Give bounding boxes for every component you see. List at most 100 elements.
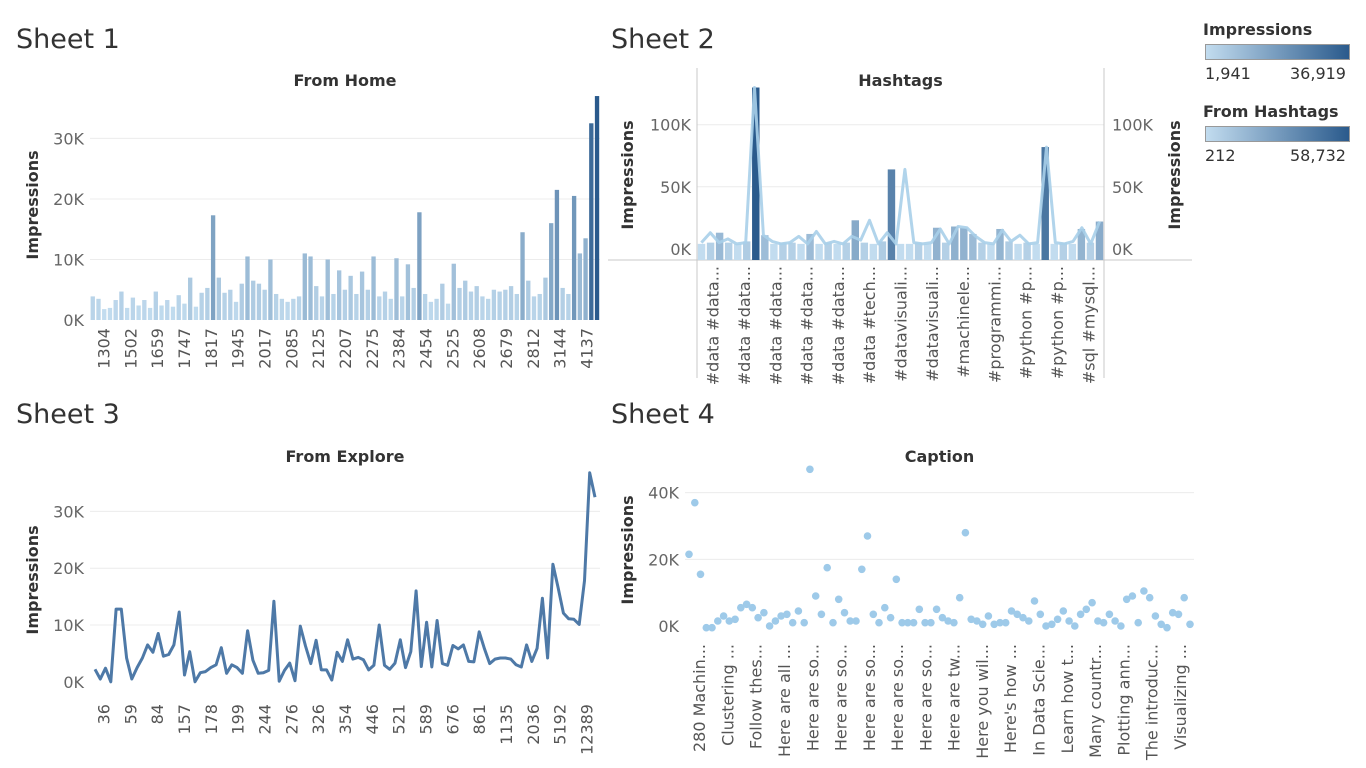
legend-hashtags-max: 58,732 [1290, 146, 1346, 165]
chart-1-bar [228, 289, 233, 320]
chart-1-bar [354, 293, 359, 320]
chart-1-bar [102, 309, 107, 320]
chart-1-bar [394, 258, 399, 320]
chart-1-xtick-label: 1304 [94, 328, 113, 369]
chart-2-bar [752, 87, 760, 260]
chart-1-bar [457, 287, 462, 320]
chart-2-xtick-label: #datavisuali... [923, 266, 942, 382]
chart-4-xtick-label: Plotting ann... [1114, 644, 1133, 756]
chart-1-bar [417, 212, 422, 320]
chart-3-xtick-label: 59 [121, 704, 140, 724]
chart-4-xtick-label: In Data Scie... [1029, 644, 1048, 756]
chart-4-point [800, 618, 808, 627]
chart-1-ytick-label: 30K [53, 129, 84, 148]
chart-1-bar [147, 307, 153, 320]
chart-3-xtick-label: 5192 [551, 704, 570, 745]
chart-1-xtick-label: 2125 [309, 328, 328, 369]
chart-2-bar [914, 242, 923, 260]
chart-1-title: From Home [294, 71, 397, 90]
chart-2-bar [860, 242, 869, 260]
chart-2-bar [987, 243, 995, 260]
chart-1-bar [571, 195, 577, 320]
chart-2-ytick-right-label: 100K [1112, 116, 1154, 135]
chart-3-xtick-label: 2036 [524, 704, 543, 745]
chart-2-bar [1059, 242, 1068, 260]
chart-1-bar [210, 215, 216, 320]
chart-3-ylabel: Impressions [23, 525, 42, 634]
chart-2-bar [869, 243, 878, 260]
chart-1-bar [365, 289, 370, 320]
chart-1-bar [337, 270, 342, 320]
chart-4-point [1128, 592, 1137, 600]
chart-2-bar [951, 226, 959, 260]
chart-1-xtick-label: 2384 [390, 328, 409, 369]
chart-1-bar [485, 298, 491, 320]
chart-1-bar [560, 287, 565, 320]
chart-4-point [1105, 610, 1114, 619]
chart-3-xtick-label: 326 [309, 704, 328, 735]
chart-4-point [863, 532, 872, 540]
chart-4-point [1111, 617, 1119, 625]
chart-4-point [950, 618, 958, 627]
chart-1-bar [583, 238, 588, 320]
chart-2-bar [770, 243, 778, 260]
chart-2-ytick-right-label: 50K [1112, 178, 1143, 197]
chart-4-point [1157, 620, 1165, 629]
chart-1-bar [549, 223, 554, 320]
chart-1-bar [463, 280, 468, 320]
chart-2-bar [1086, 242, 1095, 260]
chart-1-bar [537, 293, 542, 320]
chart-1-ytick-label: 0K [63, 311, 84, 330]
chart-1-bar [216, 277, 221, 320]
chart-4-xtick-label: Here are so... [888, 644, 907, 751]
chart-2-xtick-label: #python #p... [1048, 266, 1067, 379]
chart-2-bar [851, 220, 859, 260]
chart-4-point [777, 612, 785, 620]
chart-2-bar [996, 228, 1004, 260]
chart-1-xtick-label: 1945 [229, 328, 248, 369]
legend-impressions-title: Impressions [1203, 20, 1313, 39]
chart-4-point [1042, 622, 1050, 630]
chart-4-point [909, 618, 918, 627]
chart-2-bar [743, 241, 751, 260]
chart-3-ytick-label: 10K [53, 616, 84, 635]
sheet-1-title: Sheet 1 [16, 24, 120, 55]
chart-4-point [1013, 610, 1021, 619]
chart-2-ylabel: Impressions [618, 120, 637, 229]
chart-3-series-line [93, 471, 597, 684]
chart-4-point [840, 608, 849, 617]
chart-1-bar [119, 291, 124, 320]
chart-4-point [1019, 613, 1027, 622]
chart-4-point [834, 595, 843, 604]
chart-4-xtick-label: The introduc... [1143, 644, 1162, 761]
chart-4-point [1065, 617, 1073, 625]
chart-2-bar [815, 243, 823, 260]
chart-4-point [967, 615, 975, 624]
chart-4-xtick-label: Visualizing ... [1171, 644, 1190, 750]
chart-3-xtick-label: 12389 [578, 704, 597, 755]
chart-2-xtick-label: #data #data... [798, 266, 817, 385]
chart-1-bar [508, 286, 514, 320]
chart-4-point [725, 617, 734, 625]
chart-2-bar [1095, 221, 1104, 260]
chart-1-bar [319, 296, 325, 320]
chart-1-bar [325, 259, 330, 320]
chart-1-bar [153, 291, 158, 320]
chart-1-bar [222, 292, 227, 320]
chart-3-xtick-label: 676 [443, 704, 462, 735]
chart-2-bar [833, 243, 841, 260]
chart-4-point [771, 617, 780, 625]
chart-4-point [748, 603, 757, 612]
chart-4-xtick-label: Follow thes... [747, 644, 766, 749]
chart-1-bar [165, 300, 170, 320]
chart-4-ytick-label: 20K [648, 550, 679, 569]
chart-4-point [1145, 593, 1154, 602]
sheet-3-title: Sheet 3 [16, 399, 120, 430]
chart-1-bar [503, 289, 508, 320]
chart-2-bar [923, 243, 932, 260]
chart-2-ytick-label: 0K [670, 240, 691, 259]
chart-4-point [823, 563, 831, 572]
chart-1-bar [451, 263, 456, 320]
chart-3-ytick-label: 20K [53, 559, 84, 578]
